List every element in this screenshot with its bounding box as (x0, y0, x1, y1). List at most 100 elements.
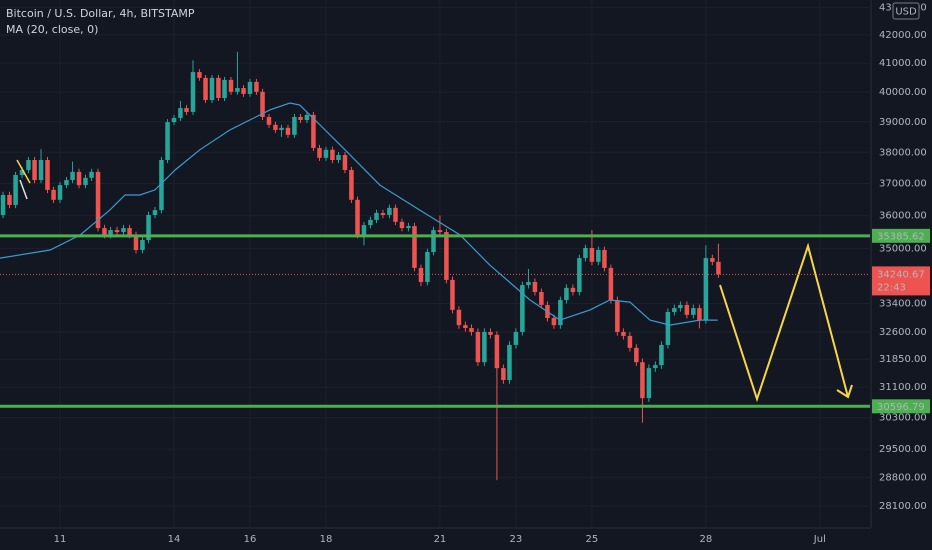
candle-body (171, 117, 177, 123)
candle-body (450, 279, 455, 310)
candle-body (197, 72, 202, 78)
currency-label[interactable]: USD (895, 7, 917, 18)
drawn-line (19, 179, 28, 200)
candle-body (165, 122, 170, 160)
candle-body (507, 344, 512, 381)
candle-body (539, 292, 544, 305)
x-tick-label: 11 (54, 534, 67, 545)
candle-body (152, 210, 158, 215)
y-tick-label: 28100.00 (879, 501, 927, 512)
candle-body (456, 309, 462, 326)
candle-body (298, 117, 303, 121)
y-tick-label: 36000.00 (879, 211, 927, 222)
candle-body (114, 230, 120, 233)
candle-body (488, 331, 493, 335)
candle-body (178, 108, 183, 118)
candle-body (38, 159, 44, 181)
candle-body (260, 91, 265, 118)
candle-body (102, 228, 107, 236)
candle-body (532, 281, 538, 293)
x-tick-label: 23 (510, 534, 523, 545)
candle-body (501, 368, 506, 381)
candle-body (216, 77, 221, 99)
marks (0, 51, 721, 481)
candle-body (241, 88, 246, 94)
candle-body (247, 81, 253, 94)
candle-body (697, 308, 702, 321)
currency-box[interactable] (892, 2, 920, 20)
candle-body (254, 81, 259, 92)
candle-body (437, 230, 443, 233)
candle-body (95, 171, 101, 229)
x-tick-label: 16 (244, 534, 257, 545)
drawn-path (719, 242, 849, 403)
candle-body (475, 331, 481, 363)
y-tick-label: 29500.00 (879, 444, 927, 455)
candle-body (209, 77, 215, 101)
candle-body (583, 248, 588, 259)
candle-body (558, 300, 563, 326)
candle-body (431, 230, 436, 253)
y-tick-label: 30300.00 (879, 413, 927, 424)
candle-body (577, 258, 582, 293)
candle-body (570, 287, 576, 293)
candle-body (235, 88, 240, 92)
x-tick-label: Jul (813, 534, 826, 545)
candle-body (368, 219, 373, 226)
candle-body (26, 159, 31, 170)
indicator-label: MA (20, close, 0) (6, 23, 98, 36)
candle-body (330, 149, 335, 160)
candle-body (317, 147, 322, 158)
candle-body (602, 250, 607, 268)
candle-body (589, 248, 595, 262)
candle-body (526, 281, 531, 286)
candle-body (646, 368, 652, 399)
arrow-head (836, 384, 853, 399)
candle-body (710, 258, 715, 262)
y-tick-label: 31100.00 (879, 382, 927, 393)
candle-body (7, 194, 12, 205)
y-tick-label: 33400.00 (879, 299, 927, 310)
candle-body (279, 127, 284, 130)
level-label: 30596.79 (877, 402, 925, 413)
candle-body (273, 124, 278, 130)
candle-body (19, 169, 25, 176)
candle-body (292, 117, 297, 135)
candle-body (551, 318, 557, 326)
y-tick-label: 35000.00 (879, 244, 927, 255)
countdown-label: 22:43 (877, 282, 906, 293)
chart-title: Bitcoin / U.S. Dollar, 4h, BITSTAMP (6, 7, 195, 20)
candle-body (703, 258, 709, 321)
candle-body (159, 159, 164, 211)
level-label-box (872, 228, 930, 243)
y-tick-label: 40000.00 (879, 87, 927, 98)
candle-body (89, 171, 94, 178)
candle-body (32, 159, 37, 181)
candle-body (596, 250, 601, 262)
candle-body (285, 127, 291, 135)
y-tick-label: 39000.00 (879, 117, 927, 128)
candle-body (361, 225, 367, 236)
candle-body (608, 267, 614, 301)
y-tick-label: 32600.00 (879, 327, 927, 338)
candle-body (406, 226, 411, 229)
candle-body (444, 232, 449, 280)
drawing (16, 159, 853, 403)
candle-body (121, 228, 126, 233)
candle-body (640, 362, 645, 399)
candle-body (634, 347, 639, 363)
y-tick-label: 37000.00 (879, 179, 927, 190)
levels: 35385.62 30596.79 34240.67 22:43 (0, 228, 930, 414)
x-tick-label: 28 (700, 534, 713, 545)
y-tick-label: 31850.00 (879, 354, 927, 365)
candle-body (203, 77, 208, 101)
candle-body (374, 213, 379, 220)
candle-body (45, 159, 50, 190)
candle-body (228, 79, 234, 92)
candle-body (520, 285, 525, 332)
candle-body (716, 261, 721, 275)
x-tick-label: 25 (586, 534, 599, 545)
candle-body (304, 114, 310, 121)
